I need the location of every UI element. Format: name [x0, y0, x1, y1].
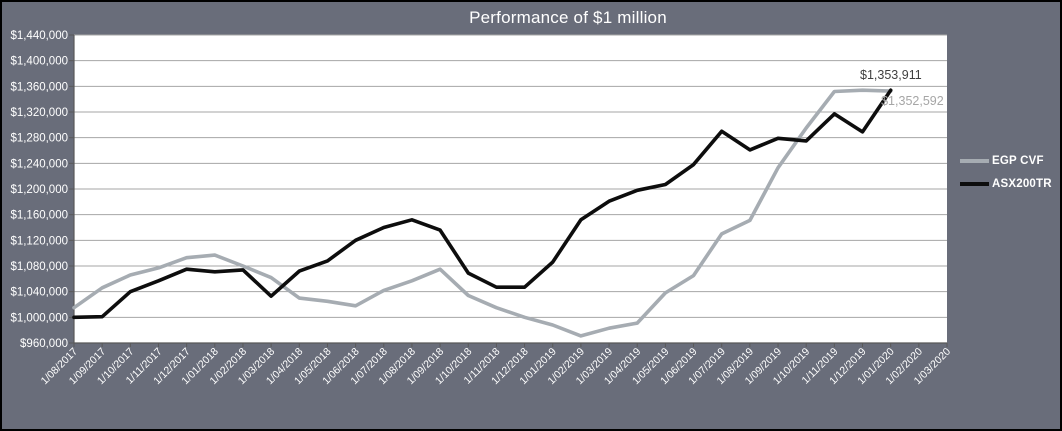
- y-axis-label: $1,280,000: [10, 133, 68, 145]
- y-axis-label: $1,000,000: [10, 312, 68, 324]
- data-label-egp-cvf: $1,352,592: [881, 94, 944, 108]
- series-line-egp-cvf: [72, 88, 893, 338]
- y-axis-label: $1,080,000: [10, 261, 68, 273]
- legend-swatch-egp-cvf-icon: [960, 159, 989, 163]
- legend-label-egp-cvf: EGP CVF: [992, 155, 1044, 167]
- y-axis-label: $1,400,000: [10, 56, 68, 68]
- legend-label-asx200tr: ASX200TR: [992, 178, 1052, 190]
- series-line-asx200tr: [72, 88, 893, 320]
- y-axis-label: $1,440,000: [10, 30, 68, 42]
- y-axis-label: $1,040,000: [10, 287, 68, 299]
- legend-swatch-asx200tr-icon: [960, 182, 989, 186]
- y-axis-label: $1,320,000: [10, 107, 68, 119]
- y-axis-label: $1,120,000: [10, 235, 68, 247]
- y-axis-label: $1,240,000: [10, 158, 68, 170]
- legend-item-egp-cvf: EGP CVF: [960, 154, 1052, 168]
- chart-legend: EGP CVF ASX200TR: [960, 154, 1052, 191]
- y-axis-label: $1,160,000: [10, 210, 68, 222]
- data-label-asx200tr: $1,353,911: [860, 68, 922, 82]
- legend-item-asx200tr: ASX200TR: [960, 177, 1052, 191]
- y-axis-label: $1,360,000: [10, 81, 68, 93]
- y-axis-label: $1,200,000: [10, 184, 68, 196]
- chart-title: Performance of $1 million: [469, 8, 667, 27]
- y-axis-label: $960,000: [20, 338, 68, 350]
